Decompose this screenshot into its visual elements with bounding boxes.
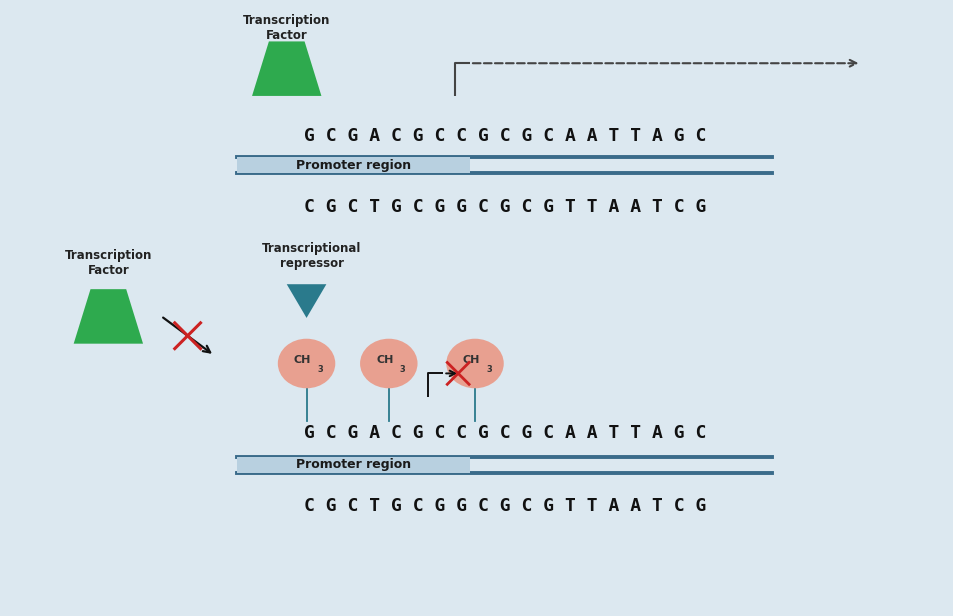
Ellipse shape bbox=[359, 339, 417, 388]
Text: CH: CH bbox=[375, 355, 394, 365]
Polygon shape bbox=[73, 289, 143, 344]
Text: G C G A C G C C G C G C A A T T A G C: G C G A C G C C G C G C A A T T A G C bbox=[303, 126, 705, 145]
Text: Promoter region: Promoter region bbox=[295, 458, 410, 471]
Text: CH: CH bbox=[462, 355, 479, 365]
Text: 3: 3 bbox=[399, 365, 405, 374]
FancyBboxPatch shape bbox=[237, 157, 470, 173]
Text: Transcription
Factor: Transcription Factor bbox=[65, 248, 152, 277]
Ellipse shape bbox=[277, 339, 335, 388]
Text: Transcriptional
repressor: Transcriptional repressor bbox=[261, 241, 361, 270]
Text: C G C T G C G G C G C G T T A A T C G: C G C T G C G G C G C G T T A A T C G bbox=[303, 198, 705, 216]
Polygon shape bbox=[252, 41, 321, 96]
FancyBboxPatch shape bbox=[237, 456, 470, 472]
Polygon shape bbox=[287, 284, 326, 318]
Text: C G C T G C G G C G C G T T A A T C G: C G C T G C G G C G C G T T A A T C G bbox=[303, 497, 705, 515]
Text: 3: 3 bbox=[317, 365, 323, 374]
Text: Transcription
Factor: Transcription Factor bbox=[243, 14, 330, 42]
Text: Promoter region: Promoter region bbox=[295, 159, 410, 172]
Text: CH: CH bbox=[294, 355, 311, 365]
Ellipse shape bbox=[446, 339, 503, 388]
Text: 3: 3 bbox=[485, 365, 491, 374]
Text: G C G A C G C C G C G C A A T T A G C: G C G A C G C C G C G C A A T T A G C bbox=[303, 424, 705, 442]
